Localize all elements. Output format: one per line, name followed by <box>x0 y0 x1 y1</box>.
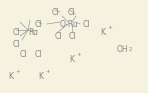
Text: +: + <box>45 69 50 74</box>
Text: Ru: Ru <box>28 28 38 37</box>
Text: Cl: Cl <box>20 50 28 59</box>
Text: K: K <box>69 55 74 64</box>
Text: K: K <box>38 72 43 81</box>
Text: +: + <box>15 69 20 74</box>
Text: Cl: Cl <box>13 28 21 37</box>
Text: Cl: Cl <box>52 8 59 17</box>
Text: Cl: Cl <box>55 32 62 41</box>
Text: Cl: Cl <box>83 20 90 29</box>
Text: Cl: Cl <box>35 20 42 29</box>
Text: Cl: Cl <box>35 50 42 59</box>
Text: Cl: Cl <box>69 32 77 41</box>
Text: K: K <box>8 72 13 81</box>
Text: 2: 2 <box>129 47 132 52</box>
Text: +: + <box>107 25 112 30</box>
Text: O-Ru: O-Ru <box>60 20 79 29</box>
Text: Cl: Cl <box>68 8 75 17</box>
Text: +: + <box>76 52 81 57</box>
Text: Cl: Cl <box>13 40 21 49</box>
Text: OH: OH <box>117 45 129 54</box>
Text: K: K <box>100 28 105 37</box>
